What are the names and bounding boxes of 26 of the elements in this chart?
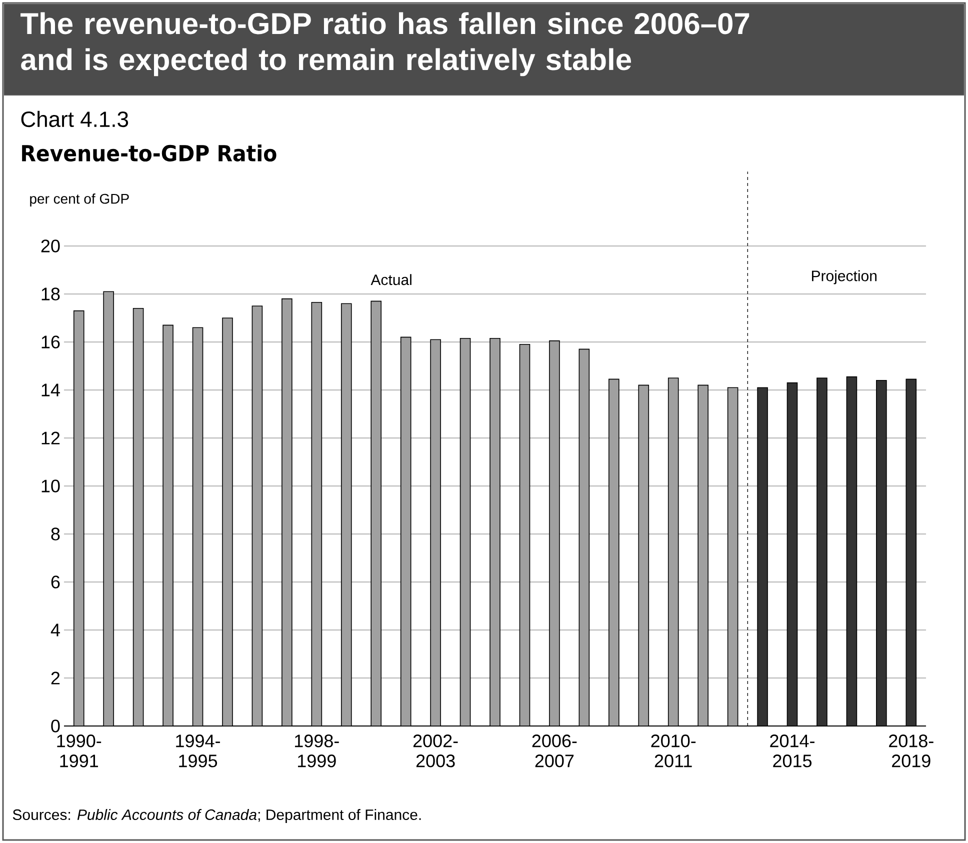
y-tick-label: 2	[51, 672, 60, 684]
y-tick-label: 12	[42, 432, 60, 444]
source-note: Sources: Public Accounts of Canada; Department of Finance.	[12, 809, 421, 823]
y-tick-label: 14	[42, 384, 60, 396]
y-axis-title: per cent of GDP	[30, 193, 129, 207]
y-tick-label: 4	[50, 624, 60, 636]
y-tick-label: 8	[51, 528, 60, 540]
y-tick-label: 0	[51, 720, 60, 732]
x-tick-label: 1998-1999	[295, 734, 339, 768]
y-tick-label: 16	[42, 336, 60, 348]
x-tick-label: 1994-1995	[176, 734, 220, 768]
caption: Chart 4.1.3	[21, 110, 128, 128]
y-tick-label: 20	[41, 240, 60, 252]
chart-title: The revenue-to-GDP ratio has fallen since 2006–07 and is expected to remain relatively stable	[20, 12, 750, 76]
x-tick-label: 2018-2019	[889, 734, 934, 768]
annotation: Projection	[812, 270, 876, 284]
annotation: Actual	[370, 274, 412, 286]
x-tick-label: 2006-2007	[532, 734, 577, 768]
x-tick-label: 2010-2011	[651, 734, 696, 768]
y-tick-label: 10	[42, 480, 60, 492]
y-tick-label: 18	[42, 288, 60, 300]
y-tick-label: 6	[51, 576, 60, 588]
x-tick-label: 2014-2015	[770, 734, 814, 768]
x-tick-label: 1990-1991	[57, 734, 102, 768]
chart-subtitle: Revenue-to-GDP Ratio	[22, 144, 276, 162]
x-tick-label: 2002-2003	[413, 734, 458, 768]
